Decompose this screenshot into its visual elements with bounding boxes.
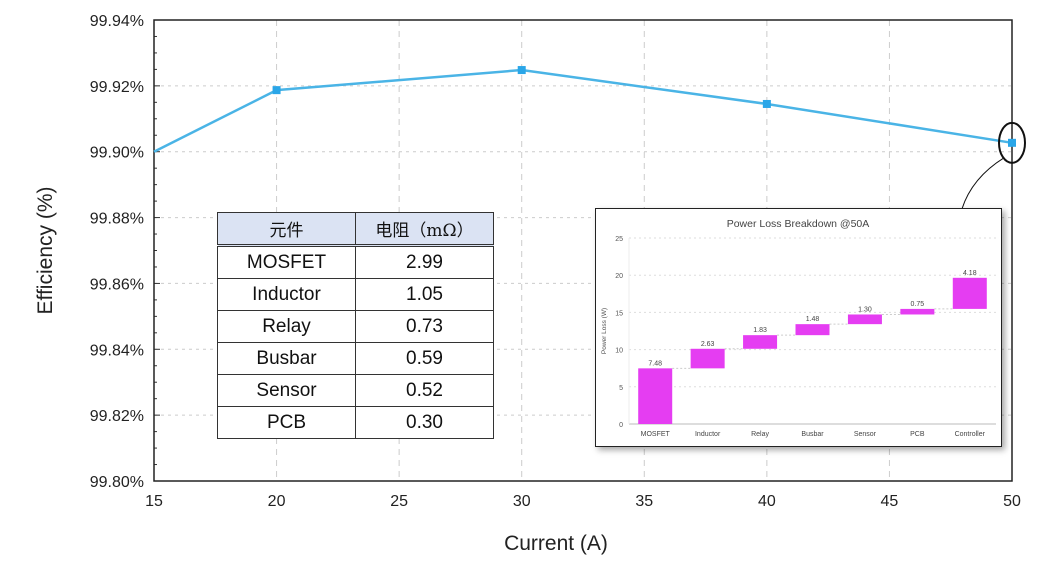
x-tick-label: 25 [390, 493, 408, 510]
table-row: Relay 0.73 [217, 310, 494, 343]
callout-line [961, 157, 1005, 209]
y-tick-label: 99.88% [90, 211, 144, 228]
component-cell: Relay [217, 310, 356, 343]
table-header-row: 元件 电阻（mΩ） [217, 212, 494, 247]
component-cell: Busbar [217, 342, 356, 375]
data-point [517, 66, 526, 75]
waterfall-bar [743, 335, 778, 349]
inset-y-tick-label: 5 [619, 385, 623, 392]
bar-data-label: 1.83 [753, 327, 767, 334]
table-row: Sensor 0.52 [217, 374, 494, 407]
bar-data-label: 2.63 [701, 341, 715, 348]
bar-data-label: 7.48 [648, 360, 662, 367]
inset-x-tick-label: Busbar [801, 431, 824, 438]
waterfall-chart: Power Loss Breakdown @50A 0 5 10 15 20 25 Power… [601, 218, 996, 438]
resistance-cell: 1.05 [355, 278, 494, 311]
x-tick-label: 20 [268, 493, 286, 510]
inset-x-tick-label: Controller [955, 431, 986, 438]
table-header-cell: 元件 [217, 212, 356, 247]
resistance-cell: 0.52 [355, 374, 494, 407]
highlight-circle [998, 121, 1026, 164]
x-tick-label: 15 [145, 493, 163, 510]
component-cell: Sensor [217, 374, 356, 407]
inset-y-axis-label: Power Loss (W) [601, 308, 608, 354]
plot-frame [153, 19, 1013, 482]
waterfall-bar [795, 324, 830, 336]
resistance-cell: 0.73 [355, 310, 494, 343]
x-tick-label: 50 [1003, 493, 1021, 510]
y-axis-label: Efficiency (%) [34, 187, 57, 315]
inset-x-tick-label: MOSFET [641, 431, 671, 438]
bar-data-label: 1.30 [858, 306, 872, 313]
x-tick-label: 35 [635, 493, 653, 510]
inset-y-tick-label: 15 [615, 310, 623, 317]
inset-title: Power Loss Breakdown @50A [727, 218, 870, 230]
inset-x-tick-label: Sensor [854, 431, 877, 438]
resistance-cell: 0.59 [355, 342, 494, 375]
inset-x-tick-label: Inductor [695, 431, 721, 438]
component-cell: Inductor [217, 278, 356, 311]
bar-data-label: 0.75 [911, 301, 925, 308]
inset-y-tick-label: 10 [615, 348, 623, 355]
bar-data-label: 1.48 [806, 316, 820, 323]
waterfall-bar [847, 314, 882, 325]
table-header-cell: 电阻（mΩ） [355, 212, 494, 247]
resistance-cell: 0.30 [355, 406, 494, 439]
inset-x-tick-label: Relay [751, 431, 769, 438]
resistance-cell: 2.99 [355, 245, 494, 279]
data-point [1008, 138, 1016, 147]
component-cell: MOSFET [217, 245, 356, 279]
waterfall-bar [690, 348, 725, 369]
y-tick-label: 99.92% [90, 79, 144, 96]
x-tick-label: 30 [513, 493, 531, 510]
y-tick-label: 99.90% [90, 145, 144, 162]
inset-y-tick-label: 20 [615, 273, 623, 280]
y-tick-label: 99.80% [90, 474, 144, 491]
waterfall-bar [638, 368, 673, 424]
waterfall-bar [952, 277, 987, 309]
inset-y-tick-label: 0 [619, 422, 623, 429]
y-tick-label: 99.82% [90, 408, 144, 425]
y-tick-label: 99.84% [90, 342, 144, 359]
resistance-table: 元件 电阻（mΩ） MOSFET 2.99 Inductor 1.05 Relay 0.73… [217, 212, 494, 439]
data-point [272, 86, 281, 95]
y-tick-label: 99.94% [90, 13, 144, 30]
component-cell: PCB [217, 406, 356, 439]
y-tick-label: 99.86% [90, 276, 144, 293]
inset-x-tick-label: PCB [910, 431, 925, 438]
x-tick-label: 45 [881, 493, 899, 510]
table-row: MOSFET 2.99 [217, 245, 494, 279]
power-loss-inset: Power Loss Breakdown @50A 0 5 10 15 20 25 Power… [595, 208, 1002, 447]
bar-data-label: 4.18 [963, 270, 977, 277]
table-row: Inductor 1.05 [217, 278, 494, 311]
x-axis-label: Current (A) [504, 532, 608, 555]
data-point [762, 99, 771, 108]
table-row: Busbar 0.59 [217, 342, 494, 375]
x-tick-label: 40 [758, 493, 776, 510]
table-row: PCB 0.30 [217, 406, 494, 439]
efficiency-line [153, 68, 1013, 153]
waterfall-bar [900, 308, 935, 315]
inset-y-tick-label: 25 [615, 236, 623, 243]
